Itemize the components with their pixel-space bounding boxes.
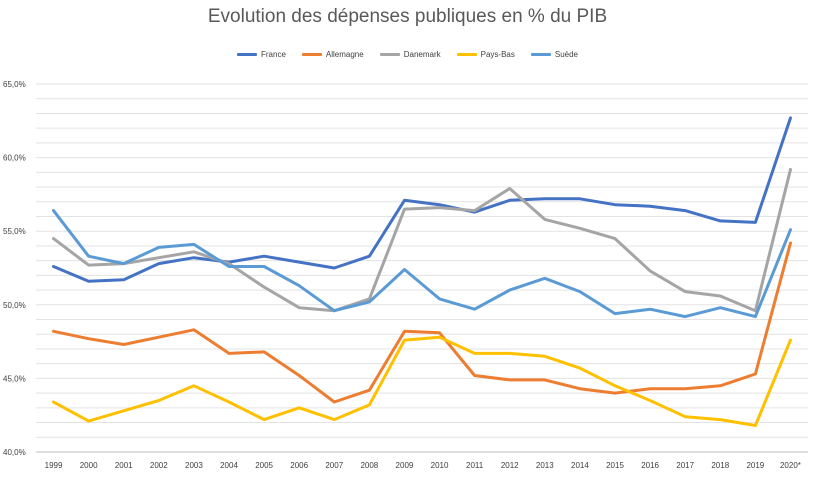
x-tick-label: 2000 (80, 461, 98, 470)
legend-label-allemagne: Allemagne (325, 50, 364, 59)
legend-item-danemark[interactable]: Danemark (379, 50, 441, 59)
x-tick-label: 2006 (290, 461, 308, 470)
x-tick-label: 2001 (115, 461, 133, 470)
y-tick-label: 55,0% (3, 227, 26, 236)
x-tick-label: 2003 (185, 461, 203, 470)
x-tick-label: 2009 (396, 461, 414, 470)
chart-title: Evolution des dépenses publiques en % du… (207, 6, 608, 27)
x-tick-label: 2005 (255, 461, 273, 470)
legend-swatch-suede (530, 53, 551, 56)
series-line-danemark (52, 167, 792, 313)
x-tick-label: 2016 (641, 461, 659, 470)
legend-item-allemagne[interactable]: Allemagne (301, 50, 364, 59)
legend-swatch-france (237, 53, 257, 56)
chart-legend: France Allemagne Danemark Pays-Bas Suède (0, 50, 815, 59)
legend-item-suede[interactable]: Suède (530, 50, 578, 59)
x-tick-label: 2008 (360, 461, 378, 470)
legend-label-danemark: Danemark (403, 50, 441, 59)
x-tick-label: 2015 (606, 461, 624, 470)
x-tick-label: 2010 (431, 461, 449, 470)
legend-item-pays-bas[interactable]: Pays-Bas (456, 50, 515, 59)
x-tick-label: 2013 (536, 461, 554, 470)
x-tick-label: 1999 (45, 461, 63, 470)
series-line-pays-bas (52, 335, 792, 427)
y-tick-label: 45,0% (3, 374, 26, 383)
x-tick-label: 2018 (711, 461, 729, 470)
legend-swatch-danemark (379, 53, 400, 56)
legend-label-suede: Suède (554, 50, 578, 59)
y-tick-label: 65,0% (3, 80, 26, 89)
x-tick-label: 2017 (676, 461, 694, 470)
legend-swatch-pays-bas (456, 53, 477, 56)
x-tick-label: 2002 (150, 461, 168, 470)
series-line-suede (52, 209, 792, 319)
y-tick-label: 50,0% (3, 301, 26, 310)
x-tick-label: 2019 (746, 461, 764, 470)
legend-item-france[interactable]: France (237, 50, 286, 59)
x-tick-label: 2020* (780, 461, 801, 470)
legend-label-pays-bas: Pays-Bas (480, 50, 515, 59)
legend-swatch-allemagne (301, 53, 322, 56)
x-tick-label: 2014 (571, 461, 589, 470)
x-tick-label: 2012 (501, 461, 519, 470)
series-line-france (52, 116, 792, 283)
series-line-allemagne (52, 241, 792, 404)
y-tick-label: 60,0% (3, 154, 26, 163)
x-tick-label: 2011 (466, 461, 484, 470)
legend-label-france: France (261, 50, 286, 59)
x-tick-label: 2007 (325, 461, 343, 470)
x-tick-label: 2004 (220, 461, 238, 470)
y-tick-label: 40,0% (3, 448, 26, 457)
